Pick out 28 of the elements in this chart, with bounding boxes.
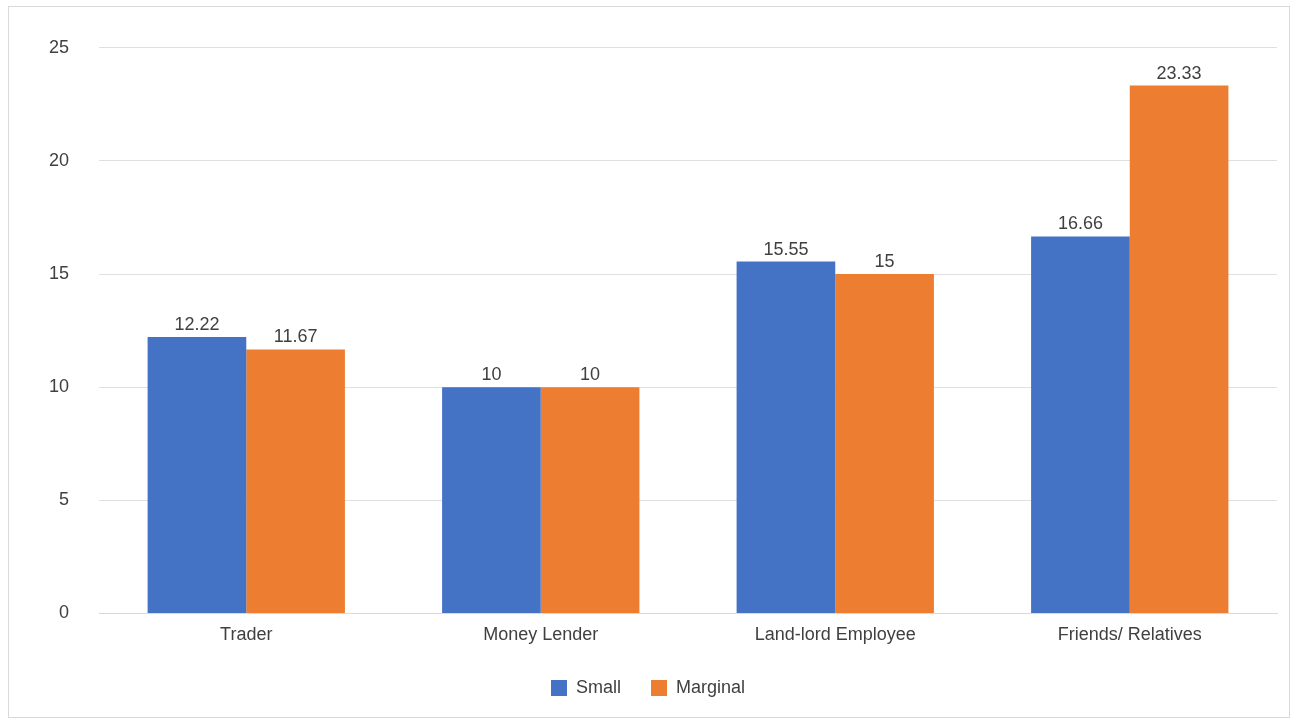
bar xyxy=(147,336,247,613)
data-label: 11.67 xyxy=(273,326,318,347)
y-tick-label: 10 xyxy=(48,376,70,397)
data-label: 10 xyxy=(580,364,601,385)
y-tick-label: 25 xyxy=(48,36,70,57)
data-label: 15.55 xyxy=(763,238,809,259)
data-label: 15 xyxy=(874,251,895,272)
bar xyxy=(835,274,934,613)
x-tick-label: Trader xyxy=(220,624,273,645)
bar xyxy=(442,387,541,613)
y-tick-label: 5 xyxy=(59,489,70,510)
data-label: 16.66 xyxy=(1057,213,1103,234)
bar xyxy=(540,387,640,613)
y-tick-label: 20 xyxy=(48,149,70,170)
y-tick-label: 0 xyxy=(59,602,70,623)
data-label: 23.33 xyxy=(1156,62,1202,83)
bar xyxy=(1031,236,1130,613)
x-tick-label: Friends/ Relatives xyxy=(1057,624,1202,645)
bar xyxy=(736,261,836,613)
data-label: 12.22 xyxy=(174,313,220,334)
legend-label: Small xyxy=(575,676,621,697)
x-tick-label: Land-lord Employee xyxy=(754,624,916,645)
data-label: 10 xyxy=(481,364,502,385)
legend-label: Marginal xyxy=(675,676,746,697)
x-tick-label: Money Lender xyxy=(483,624,599,645)
y-tick-label: 15 xyxy=(48,263,70,284)
bar xyxy=(246,349,345,613)
bar xyxy=(1129,85,1229,613)
